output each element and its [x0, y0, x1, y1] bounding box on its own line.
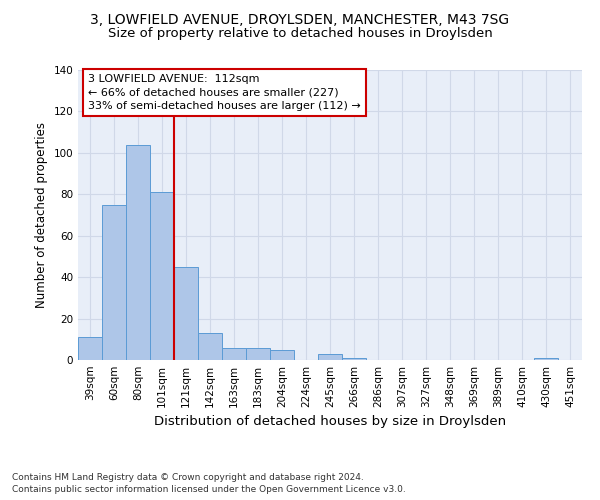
Bar — [222, 348, 246, 360]
Text: 3, LOWFIELD AVENUE, DROYLSDEN, MANCHESTER, M43 7SG: 3, LOWFIELD AVENUE, DROYLSDEN, MANCHESTE… — [91, 12, 509, 26]
Bar — [174, 267, 198, 360]
X-axis label: Distribution of detached houses by size in Droylsden: Distribution of detached houses by size … — [154, 416, 506, 428]
Bar — [150, 192, 174, 360]
Bar — [318, 354, 342, 360]
Bar — [246, 348, 270, 360]
Bar — [102, 204, 126, 360]
Bar — [342, 358, 366, 360]
Bar — [78, 337, 102, 360]
Bar — [270, 350, 294, 360]
Y-axis label: Number of detached properties: Number of detached properties — [35, 122, 48, 308]
Bar — [534, 358, 558, 360]
Text: Contains public sector information licensed under the Open Government Licence v3: Contains public sector information licen… — [12, 485, 406, 494]
Text: Size of property relative to detached houses in Droylsden: Size of property relative to detached ho… — [107, 28, 493, 40]
Bar — [198, 333, 222, 360]
Bar — [126, 144, 150, 360]
Text: 3 LOWFIELD AVENUE:  112sqm
← 66% of detached houses are smaller (227)
33% of sem: 3 LOWFIELD AVENUE: 112sqm ← 66% of detac… — [88, 74, 361, 111]
Text: Contains HM Land Registry data © Crown copyright and database right 2024.: Contains HM Land Registry data © Crown c… — [12, 472, 364, 482]
